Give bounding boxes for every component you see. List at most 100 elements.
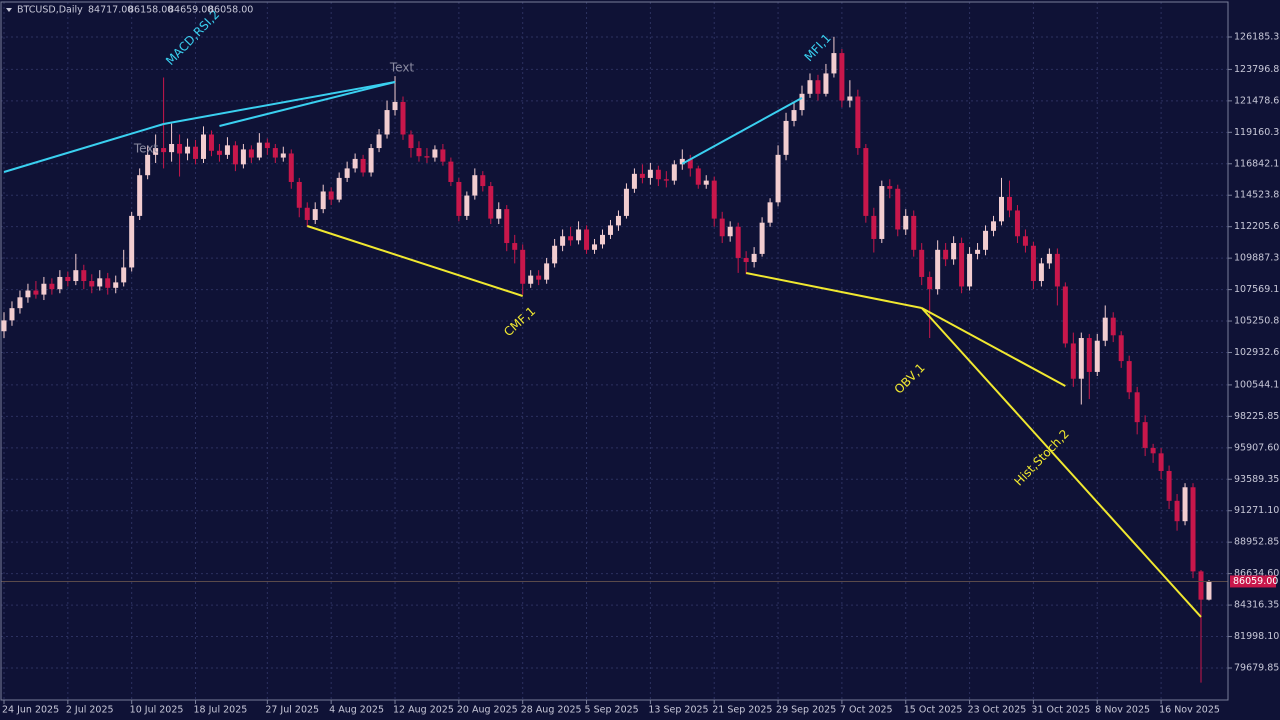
- x-tick-label: 28 Aug 2025: [521, 705, 582, 716]
- divergence-line: [306, 225, 524, 297]
- candle-body: [895, 188, 901, 230]
- plot: MACD,RSI,2 TextTextCMF,1MFI,1OBV,1Hist,St…: [1, 7, 1228, 683]
- candle-body: [49, 283, 55, 290]
- y-tick-label: 93589.35: [1234, 474, 1279, 485]
- candle-body: [1022, 236, 1028, 246]
- x-tick-label: 5 Sep 2025: [585, 705, 639, 716]
- candle-body: [137, 175, 143, 216]
- annotation-label: Text: [389, 61, 415, 75]
- candle-body: [336, 177, 342, 200]
- candle-body: [1158, 453, 1164, 471]
- candle-body: [1206, 581, 1212, 600]
- candle-body: [480, 175, 486, 187]
- menu-icon[interactable]: [6, 8, 12, 12]
- x-tick-label: 31 Oct 2025: [1031, 705, 1090, 716]
- candle-body: [711, 180, 717, 219]
- candle-body: [1150, 447, 1156, 454]
- x-tick-label: 13 Sep 2025: [648, 705, 708, 716]
- candle-body: [919, 249, 925, 277]
- candle-body: [687, 158, 693, 169]
- y-tick-label: 86634.60: [1234, 568, 1279, 579]
- candle-body: [512, 243, 518, 250]
- y-tick-label: 79679.85: [1234, 662, 1279, 673]
- x-tick-label: 21 Sep 2025: [712, 705, 772, 716]
- candle-body: [296, 181, 302, 208]
- x-tick-label: 27 Jul 2025: [265, 705, 319, 716]
- candle-body: [360, 158, 366, 173]
- candle-body: [416, 148, 422, 157]
- y-tick-label: 95907.60: [1234, 442, 1279, 453]
- candle-body: [472, 175, 478, 196]
- candle-body: [1078, 338, 1084, 379]
- x-tick-label: 20 Aug 2025: [457, 705, 518, 716]
- candle-body: [879, 186, 885, 239]
- y-tick-label: 123796.85: [1234, 64, 1280, 75]
- header-open: 84717.00: [88, 5, 133, 16]
- candle-body: [1038, 263, 1044, 282]
- candle-body: [352, 158, 358, 169]
- candle-body: [631, 173, 637, 189]
- candle-body: [967, 253, 973, 287]
- candle-body: [1174, 500, 1180, 522]
- candle-body: [791, 110, 797, 121]
- candle-body: [576, 229, 582, 241]
- candle-body: [97, 278, 103, 287]
- candle-body: [520, 249, 526, 284]
- y-tick-label: 84316.35: [1234, 600, 1279, 611]
- candle-body: [671, 164, 677, 181]
- candle-body: [89, 281, 95, 287]
- x-tick-label: 15 Oct 2025: [904, 705, 963, 716]
- candle-body: [1094, 340, 1100, 372]
- candle-body: [216, 150, 222, 155]
- candle-body: [1142, 422, 1148, 448]
- header-low: 84659.00: [168, 5, 213, 16]
- candle-body: [623, 188, 629, 216]
- candle-body: [193, 146, 199, 159]
- candle-body: [17, 297, 23, 309]
- candle-body: [911, 215, 917, 250]
- candle-body: [775, 154, 781, 203]
- divergence-line: [745, 272, 922, 309]
- candle-body: [1118, 335, 1124, 362]
- candle-body: [440, 149, 446, 162]
- candle-body: [177, 143, 183, 154]
- x-tick-label: 12 Aug 2025: [393, 705, 454, 716]
- candle-body: [65, 276, 71, 282]
- x-tick-label: 23 Oct 2025: [968, 705, 1027, 716]
- current-price-label: 86059.00: [1233, 576, 1278, 587]
- candle-body: [161, 148, 167, 153]
- candle-body: [727, 226, 733, 237]
- candle-body: [536, 275, 542, 280]
- candle-body: [647, 169, 653, 178]
- candle-body: [408, 134, 414, 149]
- candle-body: [240, 149, 246, 165]
- candle-body: [304, 207, 310, 220]
- candle-body: [663, 179, 669, 181]
- candle-body: [584, 229, 590, 250]
- candle-body: [432, 149, 438, 158]
- candle-body: [464, 195, 470, 216]
- x-tick-label: 2 Jul 2025: [66, 705, 114, 716]
- candle-body: [552, 245, 558, 264]
- y-tick-label: 112205.60: [1234, 221, 1280, 232]
- divergence-line: [681, 96, 803, 165]
- candle-body: [81, 270, 87, 282]
- candle-body: [839, 53, 845, 101]
- candle-body: [169, 143, 175, 153]
- candle-body: [951, 243, 957, 260]
- y-tick-label: 91271.10: [1234, 505, 1279, 516]
- candle-body: [983, 230, 989, 250]
- candle-body: [655, 169, 661, 180]
- y-tick-label: 114523.85: [1234, 190, 1280, 201]
- candle-body: [320, 191, 326, 210]
- candle-body: [607, 225, 613, 235]
- y-tick-label: 119160.35: [1234, 127, 1280, 138]
- candle-body: [935, 249, 941, 290]
- candle-body: [456, 181, 462, 216]
- candle-body: [1086, 338, 1092, 372]
- y-tick-label: 100544.10: [1234, 379, 1280, 390]
- header-high: 86158.00: [128, 5, 173, 16]
- candle-body: [185, 146, 191, 154]
